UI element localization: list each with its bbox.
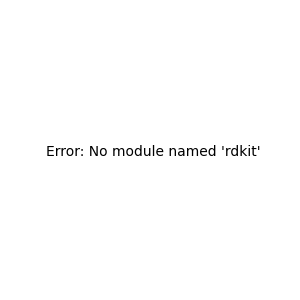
Text: Error: No module named 'rdkit': Error: No module named 'rdkit' <box>46 145 261 158</box>
